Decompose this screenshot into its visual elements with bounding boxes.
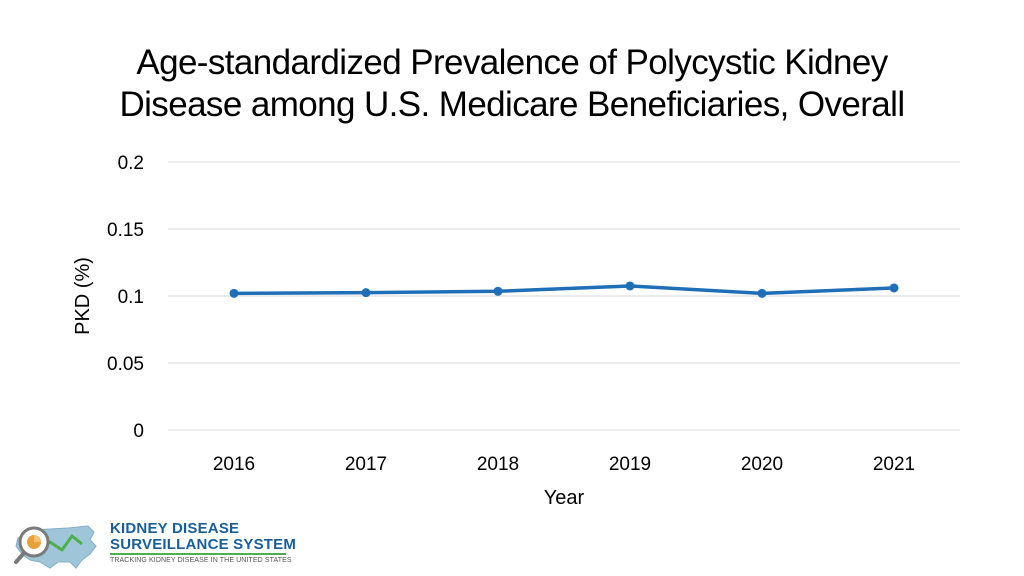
- us-map-magnifier-icon: [14, 525, 97, 569]
- data-point: [229, 288, 239, 298]
- logo-tagline: TRACKING KIDNEY DISEASE IN THE UNITED ST…: [110, 557, 292, 564]
- x-tick-label: 2017: [345, 454, 387, 475]
- chart-title-line-1: Age-standardized Prevalence of Polycysti…: [136, 43, 888, 82]
- y-axis-title: PKD (%): [72, 257, 94, 335]
- logo-title-line-1: KIDNEY DISEASE: [110, 520, 240, 537]
- kdss-logo: KIDNEY DISEASE SURVEILLANCE SYSTEM TRACK…: [10, 516, 300, 572]
- logo-title-line-2: SURVEILLANCE SYSTEM: [110, 536, 297, 553]
- x-tick-label: 2019: [609, 454, 651, 475]
- x-tick-label: 2016: [213, 454, 255, 475]
- data-point: [757, 288, 767, 298]
- data-point: [493, 286, 503, 296]
- chart-title-line-2: Disease among U.S. Medicare Beneficiarie…: [119, 85, 905, 124]
- x-tick-label: 2021: [873, 454, 915, 475]
- chart-title: Age-standardized Prevalence of Polycysti…: [0, 42, 1024, 126]
- y-tick-label: 0.1: [118, 287, 144, 308]
- y-tick-label: 0: [133, 421, 144, 442]
- x-tick-label: 2020: [741, 454, 783, 475]
- y-tick-label: 0.2: [118, 153, 144, 174]
- data-point: [889, 283, 899, 293]
- data-point: [361, 288, 371, 298]
- logo-divider: [110, 553, 286, 555]
- x-axis-title: Year: [544, 487, 585, 509]
- y-tick-label: 0.15: [107, 220, 144, 241]
- data-point: [625, 281, 635, 291]
- x-tick-label: 2018: [477, 454, 519, 475]
- y-tick-label: 0.05: [107, 354, 144, 375]
- series-line: [232, 284, 896, 296]
